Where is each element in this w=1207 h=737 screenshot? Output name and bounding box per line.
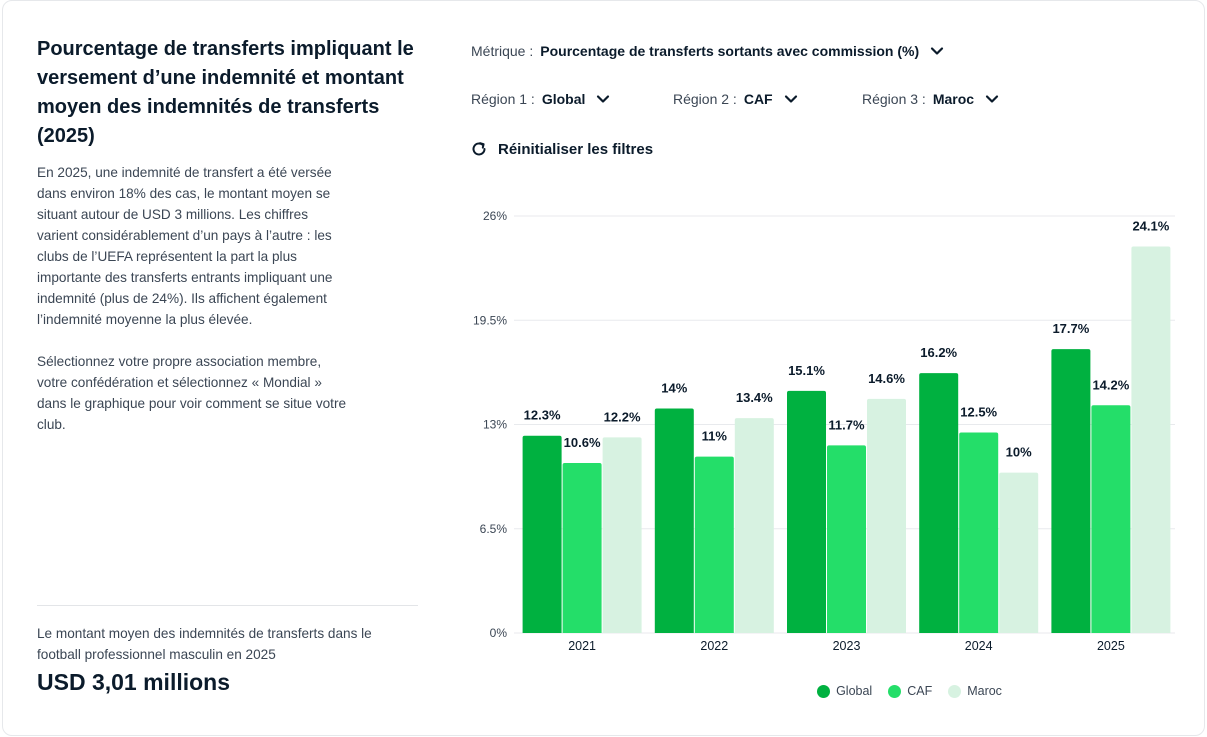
region1-label: Région 1 : xyxy=(471,91,535,107)
divider xyxy=(37,605,418,606)
legend-label-maroc: Maroc xyxy=(967,684,1002,698)
legend-item-maroc[interactable]: Maroc xyxy=(948,684,1002,698)
description-paragraph-1: En 2025, une indemnité de transfert a ét… xyxy=(37,165,333,327)
chevron-down-icon xyxy=(985,95,999,103)
x-tick-label: 2023 xyxy=(833,639,861,653)
bar-global-2023 xyxy=(787,390,826,633)
chart-legend: Global CAF Maroc xyxy=(0,684,1207,698)
bar-caf-2023 xyxy=(827,445,866,633)
y-tick-label: 26% xyxy=(483,209,507,223)
data-label: 12.2% xyxy=(604,409,641,424)
legend-item-global[interactable]: Global xyxy=(817,684,872,698)
chevron-down-icon xyxy=(931,47,944,55)
data-label: 16.2% xyxy=(920,345,957,360)
data-label: 12.3% xyxy=(524,408,561,423)
y-tick-label: 13% xyxy=(483,418,507,432)
stat-label: Le montant moyen des indemnités de trans… xyxy=(37,626,372,662)
bar-global-2021 xyxy=(522,435,562,633)
data-label: 14.6% xyxy=(868,371,905,386)
data-label: 10.6% xyxy=(564,435,601,450)
region2-value: CAF xyxy=(743,91,773,107)
x-tick-label: 2021 xyxy=(568,639,596,653)
bar-maroc-2021 xyxy=(602,437,642,633)
bar-caf-2024 xyxy=(959,432,999,633)
region2-dropdown[interactable]: Région 2 : CAF xyxy=(673,91,799,107)
data-label: 14% xyxy=(661,380,687,395)
bar-caf-2022 xyxy=(694,456,734,633)
legend-label-caf: CAF xyxy=(907,684,933,698)
bar-global-2022 xyxy=(654,408,694,633)
data-label: 14.2% xyxy=(1092,377,1129,392)
region1-value: Global xyxy=(541,91,586,107)
data-label: 15.1% xyxy=(788,363,825,378)
x-tick-label: 2025 xyxy=(1097,639,1125,653)
refresh-icon xyxy=(472,142,486,156)
data-label: 10% xyxy=(1006,445,1032,460)
chevron-down-icon xyxy=(597,95,610,103)
metric-dropdown[interactable]: Métrique : Pourcentage de transferts sor… xyxy=(471,43,945,59)
y-tick-label: 0% xyxy=(490,626,508,640)
data-label: 13.4% xyxy=(736,390,773,405)
legend-swatch-global xyxy=(817,684,831,698)
stat-value: USD 3,01 millions xyxy=(37,669,231,695)
data-label: 12.5% xyxy=(960,405,997,420)
data-label: 24.1% xyxy=(1132,218,1169,233)
description-paragraph-2: Sélectionnez votre propre association me… xyxy=(37,354,347,432)
region2-label: Région 2 : xyxy=(673,91,737,107)
bar-caf-2021 xyxy=(562,462,602,633)
bar-maroc-2022 xyxy=(734,418,774,633)
bar-global-2025 xyxy=(1051,349,1091,633)
x-tick-label: 2024 xyxy=(965,639,993,653)
x-tick-label: 2022 xyxy=(700,639,728,653)
reset-filters-label: Réinitialiser les filtres xyxy=(498,140,654,158)
bar-maroc-2024 xyxy=(999,472,1039,633)
data-label: 17.7% xyxy=(1052,321,1089,336)
y-tick-label: 19.5% xyxy=(473,313,507,327)
bar-maroc-2023 xyxy=(867,398,906,633)
legend-label-global: Global xyxy=(836,684,873,698)
region3-value: Maroc xyxy=(932,91,975,107)
data-label: 11.7% xyxy=(828,417,865,432)
panel-title: Pourcentage de transferts impliquant le … xyxy=(37,38,414,147)
reset-filters-button[interactable]: Réinitialiser les filtres xyxy=(470,140,653,158)
region3-dropdown[interactable]: Région 3 : Maroc xyxy=(862,91,1000,107)
chevron-down-icon xyxy=(784,95,797,103)
bar-chart: 0% 6.5% 13% 19.5% 26% 12.3%10.6%12.2% 2021 14% 1… xyxy=(473,209,1175,653)
region1-dropdown[interactable]: Région 1 : Global xyxy=(471,91,611,107)
bar-global-2024 xyxy=(919,373,959,633)
y-tick-label: 6.5% xyxy=(480,522,508,536)
metric-label: Métrique : xyxy=(471,43,534,59)
bar-caf-2025 xyxy=(1091,405,1131,633)
legend-item-caf[interactable]: CAF xyxy=(888,684,932,698)
data-label: 11% xyxy=(702,429,728,444)
panel-description: En 2025, une indemnité de transfert a ét… xyxy=(37,162,347,456)
metric-value: Pourcentage de transferts sortants avec … xyxy=(540,43,920,59)
legend-swatch-maroc xyxy=(948,684,962,698)
bar-maroc-2025 xyxy=(1131,246,1171,633)
legend-swatch-caf xyxy=(888,684,902,698)
region3-label: Région 3 : xyxy=(862,91,926,107)
